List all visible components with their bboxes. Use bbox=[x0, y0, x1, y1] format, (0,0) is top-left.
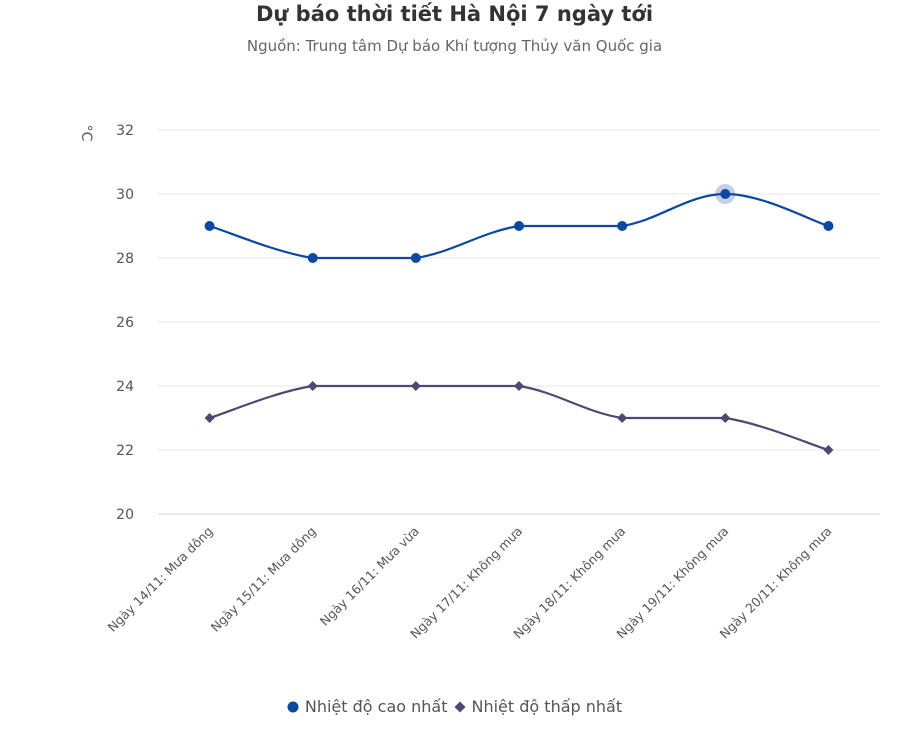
data-point[interactable] bbox=[720, 413, 731, 423]
x-tick-label: Ngày 20/11: Không mưa bbox=[717, 524, 835, 642]
y-tick-label: 24 bbox=[116, 379, 134, 395]
y-tick-label: 32 bbox=[116, 123, 134, 139]
data-point[interactable] bbox=[307, 381, 318, 391]
data-point[interactable] bbox=[823, 445, 834, 455]
legend-label: Nhiệt độ cao nhất bbox=[304, 697, 448, 716]
legend: Nhiệt độ cao nhất Nhiệt độ thấp nhất bbox=[0, 697, 909, 717]
chart-subtitle: Nguồn: Trung tâm Dự báo Khí tượng Thủy v… bbox=[246, 37, 663, 55]
y-tick-label: 26 bbox=[116, 315, 134, 331]
data-point[interactable] bbox=[204, 221, 215, 231]
x-tick-label: Ngày 19/11: Không mưa bbox=[613, 524, 731, 642]
y-tick-label: 20 bbox=[116, 507, 134, 523]
y-tick-label: 22 bbox=[116, 443, 134, 459]
legend-label: Nhiệt độ thấp nhất bbox=[471, 697, 623, 716]
data-point[interactable] bbox=[410, 381, 421, 391]
legend-item-low[interactable]: Nhiệt độ thấp nhất bbox=[454, 697, 623, 716]
x-tick-label: Ngày 17/11: Không mưa bbox=[407, 524, 525, 642]
x-tick-label: Ngày 16/11: Mưa vừa bbox=[317, 524, 422, 629]
series-line bbox=[209, 384, 829, 452]
diamond-marker-icon bbox=[454, 701, 465, 712]
legend-item-high[interactable]: Nhiệt độ cao nhất bbox=[287, 697, 448, 716]
data-point[interactable] bbox=[514, 221, 524, 231]
data-point[interactable] bbox=[823, 221, 834, 231]
series-low bbox=[204, 381, 834, 455]
chart-title: Dự báo thời tiết Hà Nội 7 ngày tới bbox=[255, 2, 654, 26]
y-axis-label: °C bbox=[78, 125, 94, 142]
data-point[interactable] bbox=[307, 253, 318, 263]
data-point[interactable] bbox=[514, 381, 524, 391]
y-tick-label: 30 bbox=[116, 187, 134, 203]
series-high bbox=[204, 184, 834, 263]
gridlines bbox=[158, 129, 880, 515]
data-point[interactable] bbox=[617, 221, 628, 231]
x-tick-label: Ngày 15/11: Mưa dông bbox=[208, 524, 319, 635]
data-point[interactable] bbox=[204, 413, 215, 423]
y-tick-label: 28 bbox=[116, 251, 134, 267]
x-tick-label: Ngày 18/11: Không mưa bbox=[510, 524, 628, 642]
data-point[interactable] bbox=[410, 253, 421, 263]
circle-marker-icon bbox=[287, 701, 299, 712]
data-point[interactable] bbox=[720, 189, 731, 199]
data-point[interactable] bbox=[617, 413, 628, 423]
y-axis-ticks: 20 22 24 26 28 30 32 bbox=[116, 123, 134, 523]
x-tick-label: Ngày 14/11: Mưa dông bbox=[104, 524, 215, 635]
series-group bbox=[204, 184, 834, 455]
